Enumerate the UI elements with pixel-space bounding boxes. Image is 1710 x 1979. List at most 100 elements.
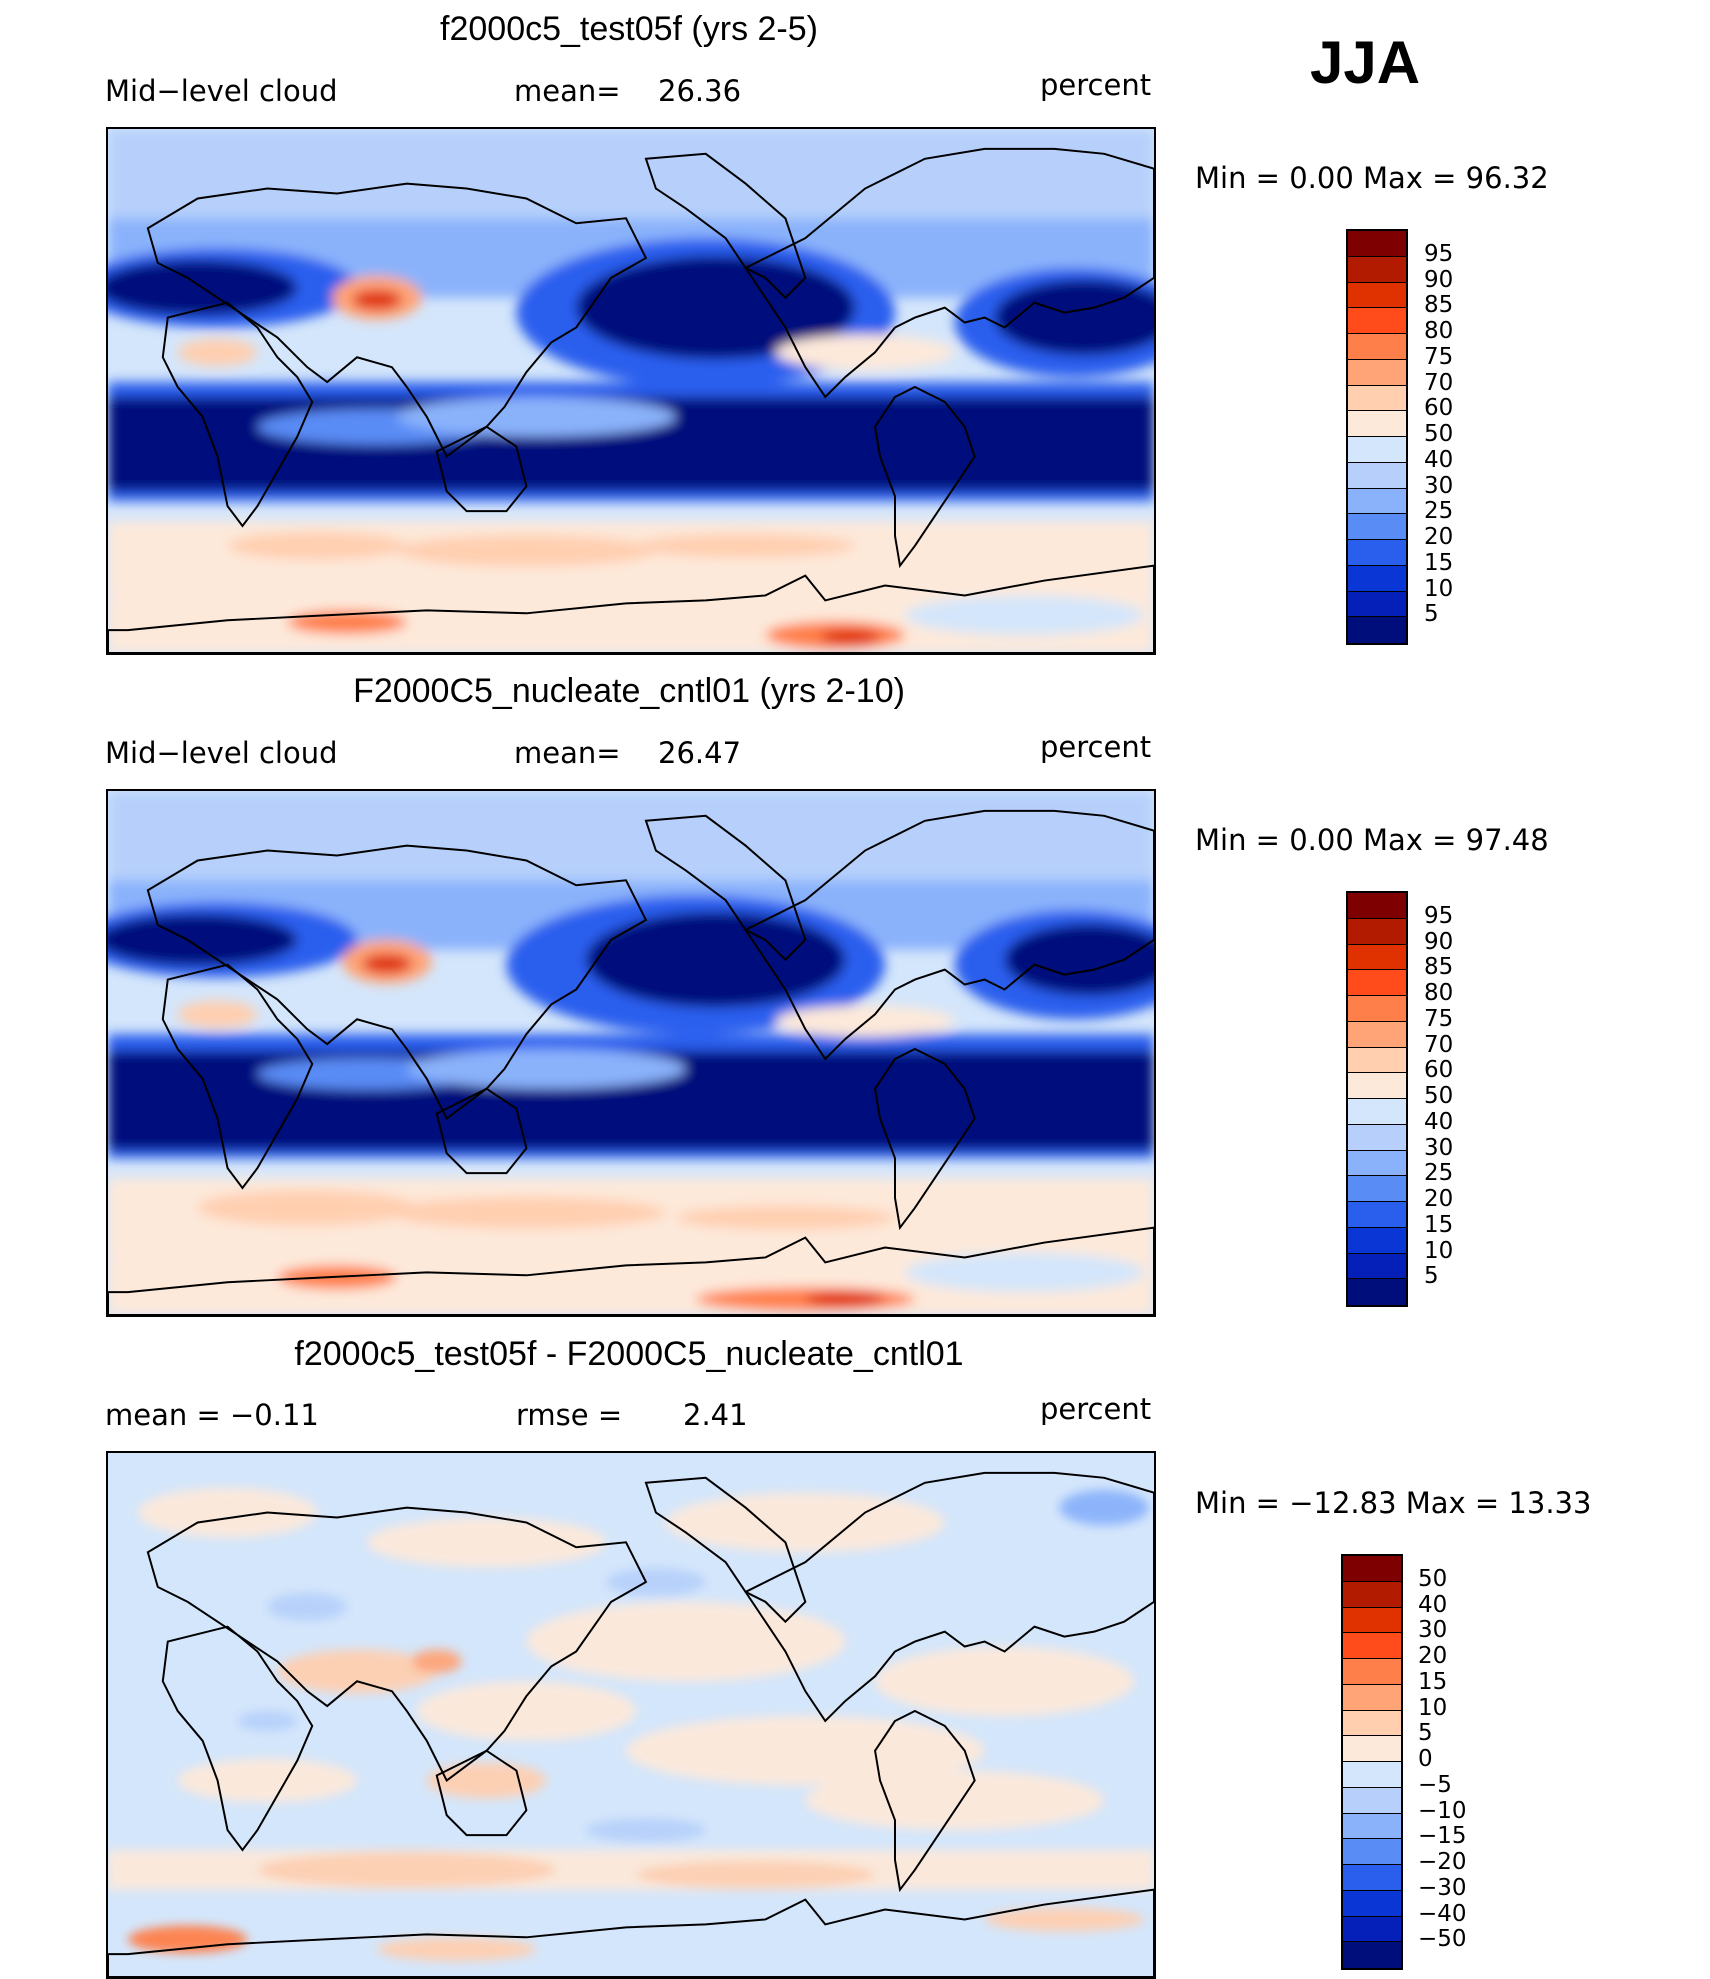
panel-2-variable-label: Mid−level cloud (105, 736, 338, 770)
panel-2-minmax: Min = 0.00 Max = 97.48 (1195, 823, 1549, 857)
colorbar-tick-label: 25 (1424, 1160, 1454, 1187)
colorbar-segment (1348, 1150, 1406, 1177)
colorbar-segment (1348, 1047, 1406, 1074)
colorbar-tick-label: 5 (1418, 1720, 1433, 1747)
colorbar-segment (1348, 1227, 1406, 1254)
colorbar-segment (1348, 334, 1406, 360)
panel-3-rmse-value: 2.41 (683, 1398, 748, 1432)
colorbar-tick-label: 30 (1418, 1617, 1448, 1644)
panel-3-map (106, 1451, 1156, 1979)
colorbar-segment (1348, 488, 1406, 515)
colorbar-segment (1348, 565, 1406, 592)
panel-2-map (106, 789, 1156, 1317)
colorbar-tick-label: 85 (1424, 954, 1454, 981)
colorbar-tick-label: −40 (1418, 1900, 1467, 1927)
panel-2-mean-label: mean= (514, 736, 621, 770)
colorbar-segment (1343, 1684, 1401, 1711)
colorbar-tick-label: 60 (1424, 1057, 1454, 1084)
panel-3-minmax: Min = −12.83 Max = 13.33 (1195, 1486, 1592, 1520)
panel-2-mean-value: 26.47 (658, 736, 742, 770)
colorbar-segment (1348, 385, 1406, 412)
panel-1-colorbar-labels: 95 90 85 80 75 70 60 50 40 30 25 20 15 10 5 (1424, 229, 1504, 645)
colorbar-segment (1343, 1839, 1401, 1865)
colorbar-segment (1343, 1556, 1401, 1582)
panel-3-title: f2000c5_test05f - F2000C5_nucleate_cntl0… (294, 1335, 964, 1373)
colorbar-tick-label: 95 (1424, 240, 1454, 267)
colorbar-segment (1348, 359, 1406, 386)
colorbar-segment (1343, 1581, 1401, 1608)
colorbar-tick-label: −10 (1418, 1797, 1467, 1824)
colorbar-tick-label: −50 (1418, 1926, 1467, 1953)
panel-2-colorbar-labels: 95 90 85 80 75 70 60 50 40 30 25 20 15 10 5 (1424, 891, 1504, 1307)
colorbar-segment (1348, 1253, 1406, 1280)
colorbar-tick-label: 0 (1418, 1746, 1433, 1772)
colorbar-tick-label: 90 (1424, 266, 1454, 293)
colorbar-tick-label: 15 (1424, 549, 1454, 576)
colorbar-segment (1348, 617, 1406, 643)
colorbar-segment (1348, 282, 1406, 309)
colorbar-tick-label: 50 (1424, 1083, 1454, 1109)
colorbar-segment (1348, 1176, 1406, 1202)
colorbar-tick-label: 75 (1424, 1005, 1454, 1032)
colorbar-segment (1348, 1279, 1406, 1305)
panel-1-units: percent (1040, 68, 1152, 102)
colorbar-segment (1348, 411, 1406, 437)
panel-1-mean-value: 26.36 (658, 74, 742, 108)
colorbar-segment (1348, 437, 1406, 463)
colorbar-tick-label: −20 (1418, 1849, 1467, 1875)
colorbar-segment (1348, 256, 1406, 283)
colorbar-segment (1348, 1021, 1406, 1048)
colorbar-segment (1343, 1942, 1401, 1968)
colorbar-segment (1348, 591, 1406, 618)
colorbar-tick-label: 75 (1424, 343, 1454, 370)
colorbar-segment (1348, 231, 1406, 257)
colorbar-tick-label: 50 (1424, 421, 1454, 447)
season-label: JJA (1310, 29, 1421, 96)
colorbar-segment (1348, 1073, 1406, 1099)
colorbar-segment (1343, 1607, 1401, 1634)
colorbar-tick-label: 40 (1424, 446, 1454, 473)
colorbar-segment (1348, 893, 1406, 919)
colorbar-segment (1343, 1787, 1401, 1814)
colorbar-segment (1348, 540, 1406, 566)
colorbar-tick-label: 95 (1424, 902, 1454, 929)
colorbar-tick-label: 30 (1424, 472, 1454, 499)
panel-3-mean-label: mean = −0.11 (105, 1398, 319, 1432)
colorbar-tick-label: −15 (1418, 1823, 1467, 1850)
panel-3-rmse-label: rmse = (516, 1398, 623, 1432)
panel-2-units: percent (1040, 730, 1152, 764)
colorbar-tick-label: 10 (1424, 575, 1454, 602)
panel-3-colorbar (1341, 1554, 1403, 1970)
panel-1-colorbar (1346, 229, 1408, 645)
panel-1-map (106, 127, 1156, 655)
panel-1-minmax: Min = 0.00 Max = 96.32 (1195, 161, 1549, 195)
colorbar-segment (1348, 1099, 1406, 1125)
colorbar-tick-label: −30 (1418, 1874, 1467, 1901)
colorbar-segment (1348, 1202, 1406, 1228)
colorbar-tick-label: 10 (1424, 1237, 1454, 1264)
colorbar-tick-label: 20 (1424, 1186, 1454, 1212)
colorbar-tick-label: 30 (1424, 1134, 1454, 1161)
colorbar-tick-label: 40 (1418, 1591, 1448, 1618)
colorbar-tick-label: 5 (1424, 1263, 1439, 1290)
panel-1-variable-label: Mid−level cloud (105, 74, 338, 108)
colorbar-segment (1348, 944, 1406, 971)
colorbar-segment (1348, 514, 1406, 540)
panel-2-title: F2000C5_nucleate_cntl01 (yrs 2-10) (353, 672, 905, 710)
colorbar-segment (1348, 996, 1406, 1022)
colorbar-segment (1343, 1762, 1401, 1788)
colorbar-tick-label: 20 (1424, 524, 1454, 550)
colorbar-segment (1348, 462, 1406, 489)
colorbar-segment (1343, 1736, 1401, 1762)
colorbar-segment (1343, 1890, 1401, 1917)
panel-3-units: percent (1040, 1392, 1152, 1426)
colorbar-tick-label: 15 (1418, 1668, 1448, 1695)
colorbar-segment (1343, 1710, 1401, 1737)
colorbar-segment (1348, 918, 1406, 945)
colorbar-segment (1348, 1124, 1406, 1151)
colorbar-tick-label: 60 (1424, 395, 1454, 422)
colorbar-tick-label: 40 (1424, 1108, 1454, 1135)
colorbar-segment (1348, 970, 1406, 996)
colorbar-tick-label: 90 (1424, 928, 1454, 955)
colorbar-tick-label: 80 (1424, 318, 1454, 344)
